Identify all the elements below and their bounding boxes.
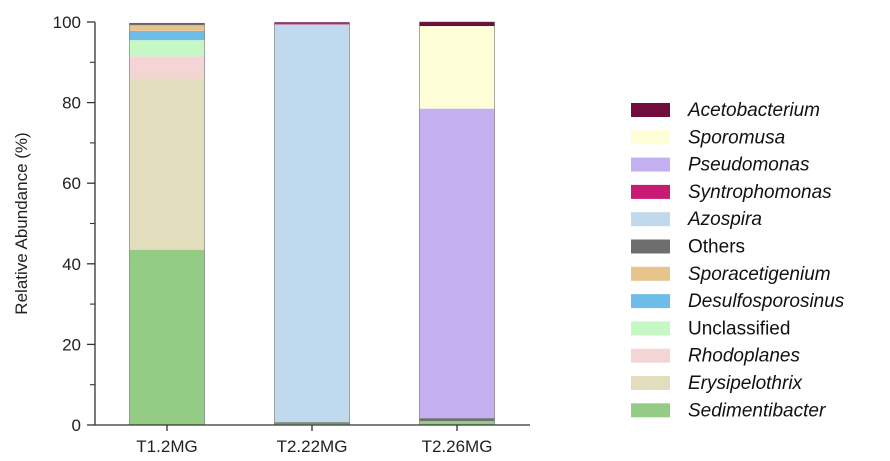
bar-segment-azospira-t2-22mg <box>274 24 350 423</box>
bar-segment-others-t2-26mg <box>419 418 495 421</box>
x-tick-label-t2-26mg: T2.26MG <box>422 437 493 456</box>
legend-label-acetobacterium: Acetobacterium <box>687 100 820 121</box>
y-tick-label: 0 <box>72 416 81 435</box>
legend-label-pseudomonas: Pseudomonas <box>688 155 810 176</box>
legend-swatch-sedimentibacter <box>631 403 670 418</box>
bar-segment-others-t2-22mg <box>274 422 350 424</box>
legend-swatch-azospira <box>631 212 670 227</box>
legend-swatch-sporomusa <box>631 130 670 145</box>
y-ticks-group: 0 20 40 60 80 100 <box>53 13 95 435</box>
legend-label-sporomusa: Sporomusa <box>688 127 785 148</box>
bar-segment-sedimentibacter-t1-2mg <box>129 249 205 425</box>
legend-label-rhodoplanes: Rhodoplanes <box>688 346 800 367</box>
bar-segment-sporomusa-t2-26mg <box>419 26 495 109</box>
legend-label-unclassified: Unclassified <box>688 318 790 339</box>
bar-segment-rhodoplanes-t1-2mg <box>129 56 205 79</box>
legend-swatch-erysipelothrix <box>631 376 670 390</box>
x-ticks-group: T1.2MG T2.22MG T2.26MG <box>136 425 492 456</box>
legend-label-erysipelothrix: Erysipelothrix <box>688 373 804 394</box>
bars-group <box>129 21 495 426</box>
x-tick-label-t2-22mg: T2.22MG <box>277 437 348 456</box>
legend-label-others: Others <box>688 237 745 258</box>
legend-swatch-syntrophomonas <box>631 184 670 199</box>
bar-segment-erysipelothrix-t1-2mg <box>129 78 205 250</box>
legend-swatch-acetobacterium <box>631 103 670 117</box>
y-axis-title: Relative Abundance (%) <box>12 132 31 314</box>
bar-segment-syntrophomonas-t2-22mg <box>274 22 350 25</box>
legend-swatch-others <box>631 239 670 254</box>
bar-segment-others-t1-2mg <box>129 23 205 26</box>
bar-segment-desulfosporosinus-t1-2mg <box>129 30 205 41</box>
legend-label-sporacetigenium: Sporacetigenium <box>688 264 831 285</box>
bar-segment-unclassified-t1-2mg <box>129 40 205 57</box>
bar-segment-acetobacterium-t2-26mg <box>419 22 495 27</box>
y-tick-label: 60 <box>62 174 81 193</box>
y-tick-label: 100 <box>53 13 81 32</box>
legend-label-syntrophomonas: Syntrophomonas <box>688 182 832 203</box>
bar-segment-sedimentibacter-t2-26mg <box>419 420 495 425</box>
legend-label-azospira: Azospira <box>687 209 762 230</box>
y-tick-label: 80 <box>62 94 81 113</box>
x-tick-label-t1-2mg: T1.2MG <box>136 437 197 456</box>
bar-segment-sporacetigenium-t1-2mg <box>129 25 205 31</box>
legend-swatch-rhodoplanes <box>631 348 670 363</box>
legend-swatch-desulfosporosinus <box>631 294 670 309</box>
legend-swatch-pseudomonas <box>631 157 670 172</box>
legend-swatch-unclassified <box>631 321 670 336</box>
bar-segment-pseudomonas-t2-26mg <box>419 108 495 419</box>
legend-label-sedimentibacter: Sedimentibacter <box>688 400 826 421</box>
legend-swatch-sporacetigenium <box>631 266 670 281</box>
legend: Acetobacterium Sporomusa Pseudomonas Syntro… <box>631 100 845 421</box>
legend-label-desulfosporosinus: Desulfosporosinus <box>688 291 845 312</box>
y-tick-label: 40 <box>62 255 81 274</box>
y-tick-label: 20 <box>62 335 81 354</box>
